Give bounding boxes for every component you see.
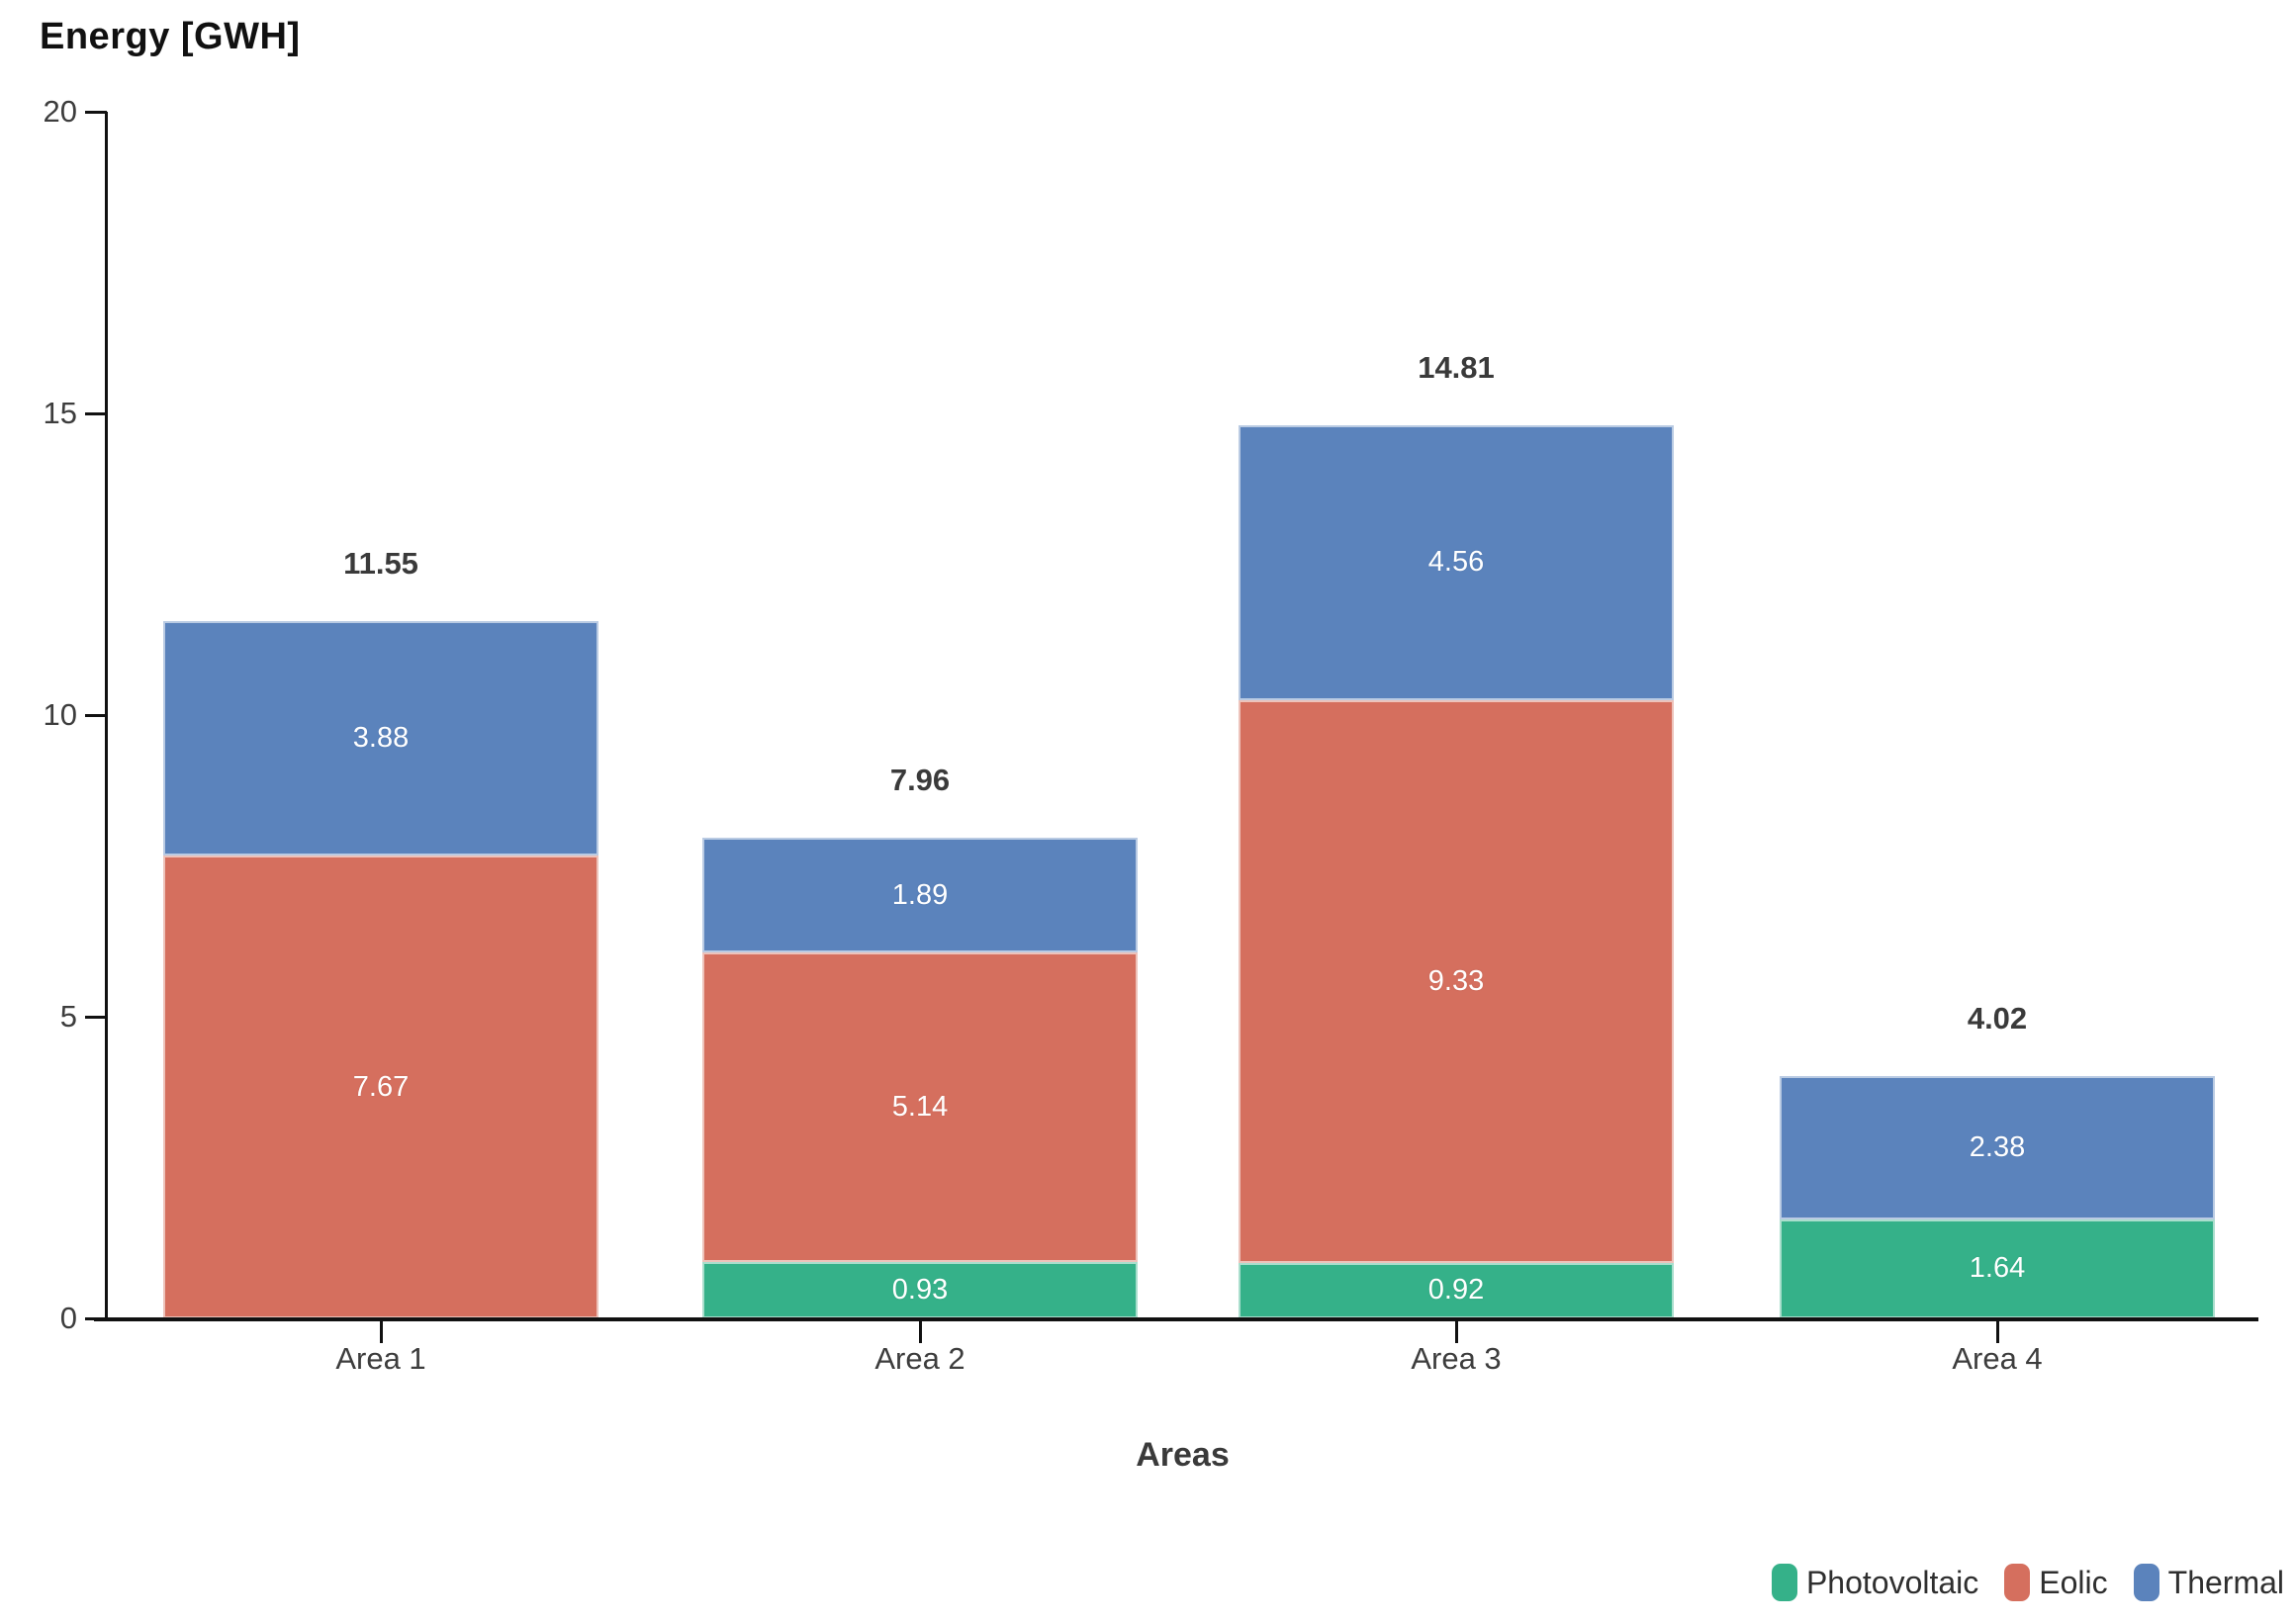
bar-total-label: 4.02 — [1967, 1000, 2028, 1036]
x-tick-label-area-4: Area 4 — [1952, 1341, 2043, 1376]
legend-item-label: Photovoltaic — [1805, 1564, 1979, 1600]
bar-total-label: 7.96 — [889, 763, 951, 798]
x-axis-line — [94, 1317, 2258, 1321]
x-tick-label-area-2: Area 2 — [874, 1341, 965, 1376]
bar-segment-eolic-area-2[interactable]: 5.14 — [702, 951, 1138, 1263]
x-tick — [918, 1321, 922, 1343]
y-tick — [85, 411, 107, 415]
bar-group-area-2: 0.93 5.14 1.89 7.96 — [702, 763, 1138, 1318]
x-tick-label-area-3: Area 3 — [1411, 1341, 1502, 1376]
legend-swatch-eolic-icon — [2004, 1564, 2031, 1601]
x-tick-label-area-1: Area 1 — [335, 1341, 426, 1376]
y-tick-label: 5 — [59, 999, 77, 1034]
bar-group-area-4: 1.64 2.38 4.02 — [1780, 1001, 2215, 1318]
y-tick — [85, 110, 107, 114]
segment-value-label: 1.89 — [891, 878, 949, 911]
chart-title: Energy [GWH] — [40, 16, 301, 57]
segment-value-label: 3.88 — [352, 722, 410, 755]
legend-item-label: Eolic — [2039, 1564, 2108, 1600]
bar-segment-thermal-area-4[interactable]: 2.38 — [1780, 1075, 2215, 1219]
legend-item-photovoltaic[interactable]: Photovoltaic — [1771, 1564, 1979, 1601]
y-tick-label: 0 — [59, 1301, 77, 1335]
x-tick — [1995, 1321, 1999, 1343]
bar-segment-photovoltaic-area-2[interactable]: 0.93 — [702, 1262, 1138, 1318]
legend-swatch-photovoltaic-icon — [1771, 1564, 1797, 1601]
bar-group-area-1: 7.67 3.88 11.55 — [163, 546, 598, 1318]
x-tick — [1454, 1321, 1458, 1343]
legend-swatch-thermal-icon — [2133, 1564, 2159, 1601]
bar-segment-thermal-area-2[interactable]: 1.89 — [702, 838, 1138, 952]
y-tick-label: 15 — [43, 396, 77, 430]
segment-value-label: 0.92 — [1427, 1274, 1485, 1307]
bar-total-label: 11.55 — [343, 546, 418, 582]
bar-segment-photovoltaic-area-4[interactable]: 1.64 — [1780, 1218, 2215, 1318]
bar-group-area-3: 0.92 9.33 4.56 14.81 — [1239, 350, 1674, 1318]
segment-value-label: 5.14 — [891, 1091, 949, 1124]
y-tick — [85, 1015, 107, 1019]
segment-value-label: 2.38 — [1969, 1130, 2026, 1163]
y-tick-label: 20 — [43, 94, 77, 129]
x-axis-title: Areas — [1136, 1436, 1230, 1474]
bar-segment-thermal-area-3[interactable]: 4.56 — [1239, 424, 1674, 700]
y-tick-label: 10 — [43, 697, 77, 732]
legend: Photovoltaic Eolic Thermal — [1771, 1564, 2284, 1601]
y-tick — [85, 713, 107, 717]
legend-item-thermal[interactable]: Thermal — [2133, 1564, 2284, 1601]
segment-value-label: 9.33 — [1427, 964, 1485, 997]
segment-value-label: 4.56 — [1427, 546, 1485, 579]
bar-segment-photovoltaic-area-3[interactable]: 0.92 — [1239, 1262, 1674, 1318]
bar-total-label: 14.81 — [1418, 349, 1495, 385]
segment-value-label: 1.64 — [1969, 1252, 2026, 1285]
bar-segment-eolic-area-3[interactable]: 9.33 — [1239, 699, 1674, 1263]
segment-value-label: 7.67 — [352, 1070, 410, 1103]
bar-segment-eolic-area-1[interactable]: 7.67 — [163, 856, 598, 1318]
segment-value-label: 0.93 — [891, 1274, 949, 1307]
x-tick — [379, 1321, 383, 1343]
legend-item-label: Thermal — [2167, 1564, 2284, 1600]
bar-segment-thermal-area-1[interactable]: 3.88 — [163, 621, 598, 857]
legend-item-eolic[interactable]: Eolic — [2004, 1564, 2108, 1601]
